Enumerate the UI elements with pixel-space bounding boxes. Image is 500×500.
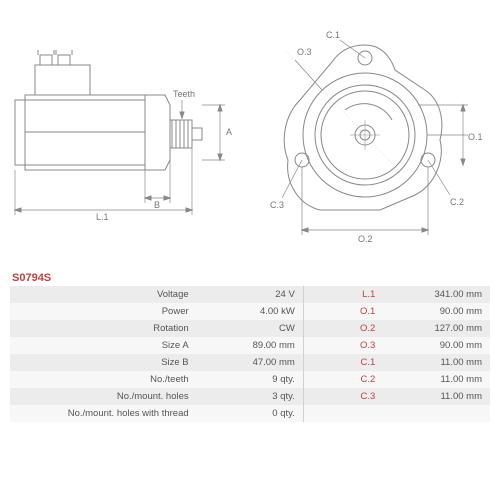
table-row: Voltage24 VL.1341.00 mm — [10, 286, 490, 303]
spec-dim-value — [383, 405, 490, 422]
spec-table-area: Voltage24 VL.1341.00 mmPower4.00 kWO.190… — [0, 286, 500, 422]
diagram-area: Teeth A B L.1 — [0, 0, 500, 270]
spec-dim-value: 90.00 mm — [383, 337, 490, 354]
spec-dim-value: 11.00 mm — [383, 388, 490, 405]
dim-c3-label: C.3 — [270, 200, 284, 210]
spec-dim-label: C.3 — [303, 388, 383, 405]
table-row: No./mount. holes3 qty.C.311.00 mm — [10, 388, 490, 405]
spec-dim-label: O.3 — [303, 337, 383, 354]
front-view-diagram: O.3 O.1 O.2 C.1 C.2 C.3 — [250, 0, 500, 270]
spec-dim-label: L.1 — [303, 286, 383, 303]
spec-dim-label: O.1 — [303, 303, 383, 320]
spec-label: Rotation — [10, 320, 197, 337]
spec-label: Power — [10, 303, 197, 320]
spec-value: 0 qty. — [197, 405, 304, 422]
spec-dim-value: 11.00 mm — [383, 371, 490, 388]
spec-label: Voltage — [10, 286, 197, 303]
spec-dim-label: C.2 — [303, 371, 383, 388]
spec-dim-label — [303, 405, 383, 422]
teeth-label: Teeth — [173, 89, 195, 99]
spec-label: Size B — [10, 354, 197, 371]
spec-value: 4.00 kW — [197, 303, 304, 320]
spec-dim-value: 11.00 mm — [383, 354, 490, 371]
spec-dim-label: C.1 — [303, 354, 383, 371]
table-row: Size B47.00 mmC.111.00 mm — [10, 354, 490, 371]
spec-value: 47.00 mm — [197, 354, 304, 371]
side-view-diagram: Teeth A B L.1 — [0, 0, 250, 270]
spec-label: No./mount. holes with thread — [10, 405, 197, 422]
spec-dim-value: 127.00 mm — [383, 320, 490, 337]
table-row: Power4.00 kWO.190.00 mm — [10, 303, 490, 320]
table-row: No./teeth9 qty.C.211.00 mm — [10, 371, 490, 388]
part-code: S0794S — [0, 270, 500, 286]
dim-c2-label: C.2 — [450, 197, 464, 207]
table-row: Size A89.00 mmO.390.00 mm — [10, 337, 490, 354]
spec-value: 9 qty. — [197, 371, 304, 388]
dim-o3-label: O.3 — [297, 47, 312, 57]
dim-b-label: B — [154, 200, 160, 210]
dim-l1-label: L.1 — [96, 212, 109, 222]
dim-o1-label: O.1 — [468, 132, 483, 142]
spec-dim-value: 341.00 mm — [383, 286, 490, 303]
spec-value: 3 qty. — [197, 388, 304, 405]
spec-table: Voltage24 VL.1341.00 mmPower4.00 kWO.190… — [10, 286, 490, 422]
spec-label: No./mount. holes — [10, 388, 197, 405]
spec-label: No./teeth — [10, 371, 197, 388]
dim-a-label: A — [226, 127, 232, 137]
table-row: No./mount. holes with thread0 qty. — [10, 405, 490, 422]
dim-o2-label: O.2 — [358, 234, 373, 244]
table-row: RotationCWO.2127.00 mm — [10, 320, 490, 337]
spec-value: CW — [197, 320, 304, 337]
dim-c1-label: C.1 — [326, 30, 340, 40]
spec-value: 24 V — [197, 286, 304, 303]
spec-dim-value: 90.00 mm — [383, 303, 490, 320]
spec-value: 89.00 mm — [197, 337, 304, 354]
spec-dim-label: O.2 — [303, 320, 383, 337]
spec-label: Size A — [10, 337, 197, 354]
